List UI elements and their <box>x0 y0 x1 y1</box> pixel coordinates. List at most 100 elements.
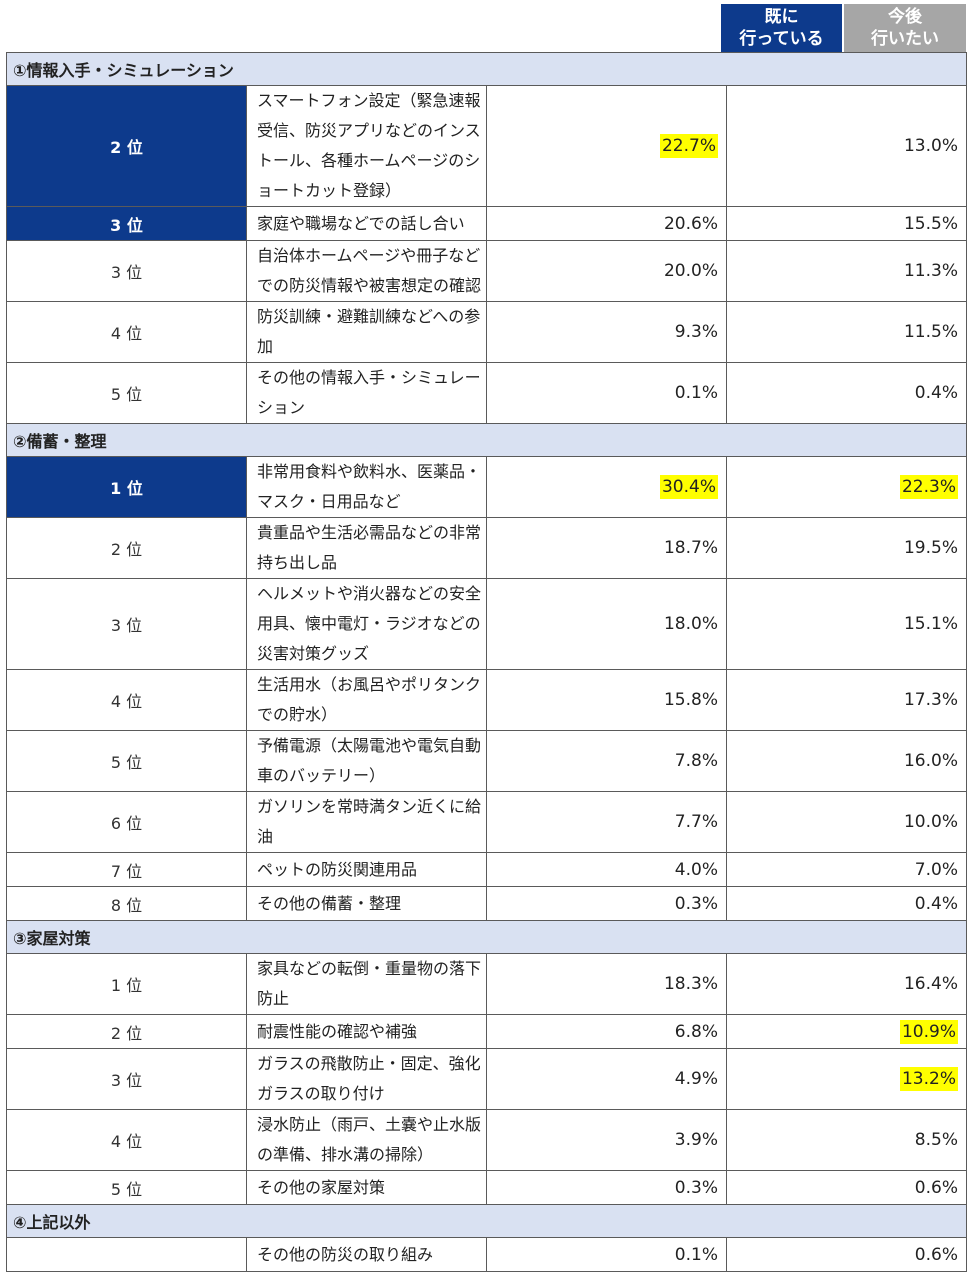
want-to-do-value-cell: 0.6% <box>726 1170 967 1205</box>
want-to-do-value-cell: 13.0% <box>726 85 967 207</box>
section-header: ③家屋対策 <box>6 920 967 954</box>
item-cell: 浸水防止（雨戸、土嚢や止水版の準備、排水溝の掃除） <box>246 1109 487 1171</box>
rank-cell: 2 位 <box>6 517 247 579</box>
want-to-do-value: 8.5% <box>914 1130 958 1150</box>
rank-cell <box>6 1237 247 1272</box>
rank-cell: 2 位 <box>6 1014 247 1049</box>
table-row: 7 位ペットの防災関連用品 4.0% 7.0% <box>6 852 967 887</box>
item-cell: 予備電源（太陽電池や電気自動車のバッテリー） <box>246 730 487 792</box>
want-to-do-value: 13.0% <box>903 136 958 156</box>
table-row: 3 位ヘルメットや消火器などの安全用具、懐中電灯・ラジオなどの災害対策グッズ 18… <box>6 578 967 670</box>
item-cell: ペットの防災関連用品 <box>246 852 487 887</box>
rank-cell: 7 位 <box>6 852 247 887</box>
item-cell: スマートフォン設定（緊急速報受信、防災アプリなどのインストール、各種ホームページ… <box>246 85 487 207</box>
want-to-do-value: 0.6% <box>914 1244 958 1265</box>
table-row: 5 位その他の情報入手・シミュレーション 0.1% 0.4% <box>6 362 967 424</box>
already-doing-value: 9.3% <box>674 322 718 342</box>
section-title: ②備蓄・整理 <box>6 423 967 457</box>
want-to-do-value: 15.1% <box>903 614 958 634</box>
want-to-do-value: 22.3% <box>899 475 958 499</box>
want-to-do-value-cell: 0.4% <box>726 886 967 921</box>
want-to-do-value-cell: 7.0% <box>726 852 967 887</box>
already-doing-value: 20.6% <box>663 213 718 234</box>
want-to-do-value-cell: 11.3% <box>726 240 967 302</box>
already-doing-value-cell: 6.8% <box>486 1014 727 1049</box>
already-doing-value: 7.7% <box>674 812 718 832</box>
item-cell: その他の情報入手・シミュレーション <box>246 362 487 424</box>
rank-cell: 6 位 <box>6 791 247 853</box>
rank-cell: 3 位 <box>6 1048 247 1110</box>
item-cell: 非常用食料や飲料水、医薬品・マスク・日用品など <box>246 456 487 518</box>
rank-cell: 1 位 <box>6 953 247 1015</box>
want-to-do-value-cell: 10.9% <box>726 1014 967 1049</box>
table-row: 4 位防災訓練・避難訓練などへの参加 9.3% 11.5% <box>6 301 967 363</box>
item-cell: 貴重品や生活必需品などの非常持ち出し品 <box>246 517 487 579</box>
want-to-do-value: 10.9% <box>899 1019 958 1044</box>
want-to-do-value-cell: 16.4% <box>726 953 967 1015</box>
want-to-do-value-cell: 10.0% <box>726 791 967 853</box>
already-doing-value: 22.7% <box>659 134 718 158</box>
item-cell: 家庭や職場などでの話し合い <box>246 206 487 241</box>
rank-cell: 5 位 <box>6 730 247 792</box>
header-already-doing-line2: 行っている <box>739 29 824 49</box>
table-row: 8 位その他の備蓄・整理 0.3% 0.4% <box>6 886 967 921</box>
already-doing-value: 7.8% <box>674 751 718 771</box>
already-doing-value-cell: 0.1% <box>486 1237 727 1272</box>
table-row: 3 位ガラスの飛散防止・固定、強化ガラスの取り付け 4.9% 13.2% <box>6 1048 967 1110</box>
table-row: 1 位非常用食料や飲料水、医薬品・マスク・日用品など 30.4% 22.3% <box>6 456 967 518</box>
table-row: その他の防災の取り組み 0.1% 0.6% <box>6 1237 967 1272</box>
already-doing-value: 20.0% <box>663 261 718 281</box>
want-to-do-value-cell: 11.5% <box>726 301 967 363</box>
item-cell: その他の家屋対策 <box>246 1170 487 1205</box>
already-doing-value-cell: 3.9% <box>486 1109 727 1171</box>
want-to-do-value: 7.0% <box>914 859 958 880</box>
rank-cell: 4 位 <box>6 1109 247 1171</box>
table-row: 3 位家庭や職場などでの話し合い 20.6% 15.5% <box>6 206 967 241</box>
want-to-do-value: 11.5% <box>903 322 958 342</box>
already-doing-value: 4.9% <box>674 1069 718 1089</box>
table-row: 4 位生活用水（お風呂やポリタンクでの貯水） 15.8% 17.3% <box>6 669 967 731</box>
already-doing-value-cell: 0.3% <box>486 1170 727 1205</box>
already-doing-value: 0.1% <box>674 383 718 403</box>
table-row: 5 位その他の家屋対策 0.3% 0.6% <box>6 1170 967 1205</box>
item-cell: その他の備蓄・整理 <box>246 886 487 921</box>
table-row: 5 位予備電源（太陽電池や電気自動車のバッテリー） 7.8% 16.0% <box>6 730 967 792</box>
rank-cell: 4 位 <box>6 301 247 363</box>
want-to-do-value: 11.3% <box>903 261 958 281</box>
want-to-do-value-cell: 8.5% <box>726 1109 967 1171</box>
already-doing-value: 18.0% <box>663 614 718 634</box>
rank-cell: 3 位 <box>6 578 247 670</box>
already-doing-value-cell: 30.4% <box>486 456 727 518</box>
already-doing-value-cell: 18.0% <box>486 578 727 670</box>
want-to-do-value-cell: 0.4% <box>726 362 967 424</box>
want-to-do-value-cell: 19.5% <box>726 517 967 579</box>
already-doing-value: 6.8% <box>674 1021 718 1042</box>
header-want-to-do-line2: 行いたい <box>871 29 939 49</box>
rank-cell: 3 位 <box>6 206 247 241</box>
header-already-doing: 既に 行っている <box>721 4 842 52</box>
already-doing-value: 0.1% <box>674 1244 718 1265</box>
want-to-do-value-cell: 15.1% <box>726 578 967 670</box>
item-cell: 生活用水（お風呂やポリタンクでの貯水） <box>246 669 487 731</box>
table-body: ①情報入手・シミュレーション 2 位スマートフォン設定（緊急速報受信、防災アプリな… <box>6 52 967 1272</box>
table-row: 1 位家具などの転倒・重量物の落下防止 18.3% 16.4% <box>6 953 967 1015</box>
already-doing-value-cell: 7.7% <box>486 791 727 853</box>
want-to-do-value-cell: 17.3% <box>726 669 967 731</box>
item-cell: 防災訓練・避難訓練などへの参加 <box>246 301 487 363</box>
already-doing-value-cell: 18.7% <box>486 517 727 579</box>
want-to-do-value: 16.4% <box>903 974 958 994</box>
rank-cell: 3 位 <box>6 240 247 302</box>
already-doing-value-cell: 22.7% <box>486 85 727 207</box>
table-row: 3 位自治体ホームページや冊子などでの防災情報や被害想定の確認 20.0% 11.3… <box>6 240 967 302</box>
want-to-do-value-cell: 22.3% <box>726 456 967 518</box>
want-to-do-value-cell: 0.6% <box>726 1237 967 1272</box>
table-row: 4 位浸水防止（雨戸、土嚢や止水版の準備、排水溝の掃除） 3.9% 8.5% <box>6 1109 967 1171</box>
rank-cell: 5 位 <box>6 1170 247 1205</box>
disaster-prep-table: ①情報入手・シミュレーション 2 位スマートフォン設定（緊急速報受信、防災アプリな… <box>6 52 967 1272</box>
table-row: 6 位ガソリンを常時満タン近くに給油 7.7% 10.0% <box>6 791 967 853</box>
already-doing-value-cell: 4.9% <box>486 1048 727 1110</box>
item-cell: 家具などの転倒・重量物の落下防止 <box>246 953 487 1015</box>
table-row: 2 位スマートフォン設定（緊急速報受信、防災アプリなどのインストール、各種ホーム… <box>6 85 967 207</box>
want-to-do-value: 10.0% <box>903 812 958 832</box>
want-to-do-value: 16.0% <box>903 751 958 771</box>
